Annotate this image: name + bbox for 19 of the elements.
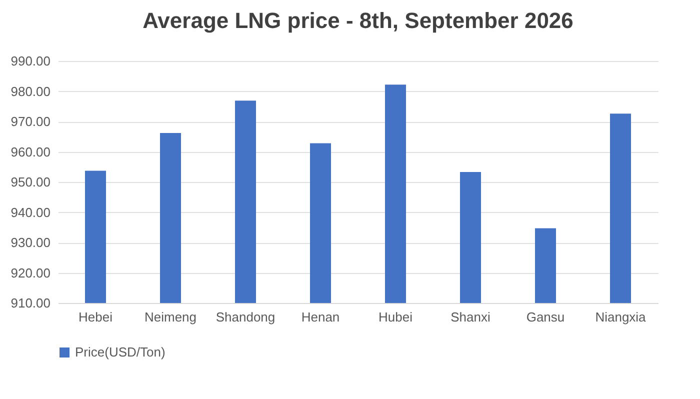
- x-tick-label: Henan: [301, 310, 340, 324]
- x-tick-label: Neimeng: [144, 310, 197, 324]
- x-tick-label: Shanxi: [450, 310, 490, 324]
- x-tick-label: Shandong: [216, 310, 276, 324]
- legend-label: Price(USD/Ton): [75, 344, 166, 360]
- chart-title: Average LNG price - 8th, September 2026: [142, 8, 574, 33]
- y-tick-label: 930.00: [10, 235, 50, 250]
- y-tick-label: 940.00: [10, 204, 50, 220]
- y-tick-label: 960.00: [10, 144, 50, 160]
- y-tick-label: 920.00: [10, 265, 50, 280]
- y-tick-label: 990.00: [10, 54, 50, 68]
- y-tick-label: 950.00: [10, 174, 50, 190]
- y-tick-label: 970.00: [10, 114, 50, 129]
- x-tick-label: Gansu: [526, 310, 565, 324]
- y-tick-label: 980.00: [10, 84, 50, 99]
- x-tick-label: Niangxia: [595, 310, 647, 324]
- y-tick-label: 910.00: [10, 296, 50, 310]
- x-tick-label: Hebei: [78, 310, 113, 324]
- x-tick-label: Hubei: [378, 310, 413, 324]
